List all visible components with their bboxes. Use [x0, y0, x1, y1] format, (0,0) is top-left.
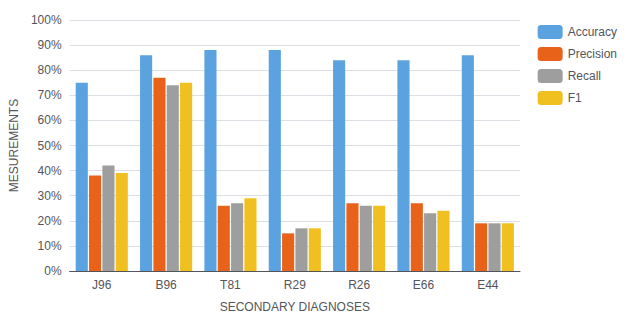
svg-text:80%: 80%	[38, 63, 62, 77]
svg-text:60%: 60%	[38, 113, 62, 127]
svg-text:100%: 100%	[31, 13, 62, 27]
svg-text:Recall: Recall	[568, 69, 601, 83]
svg-text:E66: E66	[413, 278, 435, 292]
svg-text:MESUREMENTS: MESUREMENTS	[7, 99, 21, 192]
svg-text:Accuracy: Accuracy	[568, 25, 617, 39]
svg-text:B96: B96	[155, 278, 177, 292]
svg-text:50%: 50%	[38, 139, 62, 153]
svg-text:40%: 40%	[38, 164, 62, 178]
svg-text:Precision: Precision	[568, 47, 617, 61]
svg-text:F1: F1	[568, 91, 582, 105]
svg-text:E44: E44	[477, 278, 499, 292]
svg-text:70%: 70%	[38, 88, 62, 102]
svg-text:20%: 20%	[38, 214, 62, 228]
svg-text:R26: R26	[348, 278, 370, 292]
svg-text:90%: 90%	[38, 38, 62, 52]
svg-text:10%: 10%	[38, 239, 62, 253]
svg-text:R29: R29	[284, 278, 306, 292]
svg-text:SECONDARY DIAGNOSES: SECONDARY DIAGNOSES	[220, 300, 370, 314]
svg-text:30%: 30%	[38, 189, 62, 203]
svg-text:0%: 0%	[44, 264, 62, 278]
svg-text:J96: J96	[92, 278, 112, 292]
svg-text:T81: T81	[220, 278, 241, 292]
